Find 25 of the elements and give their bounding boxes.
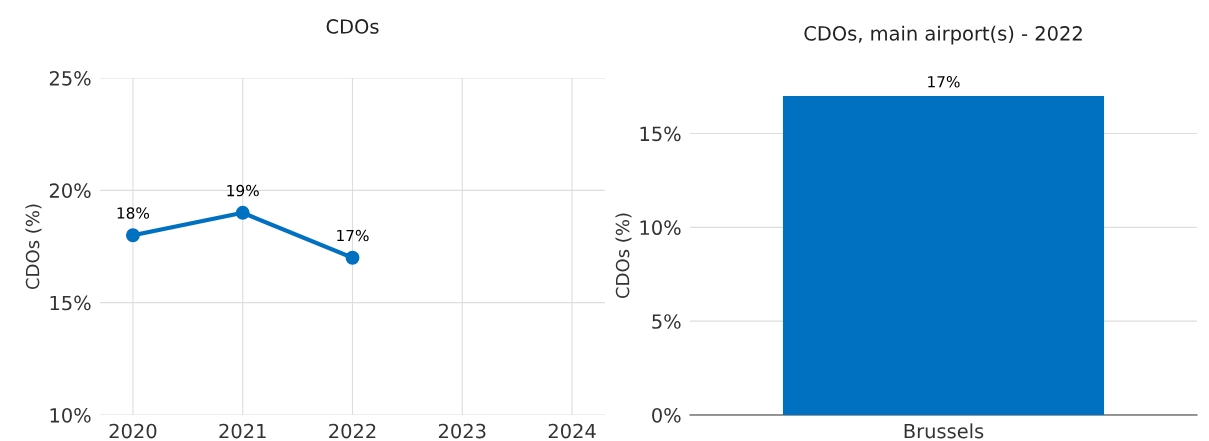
x-tick-label: 2020: [109, 423, 157, 439]
chart-title: CDOs, main airport(s) - 2022: [804, 25, 1082, 45]
data-label: 18%: [117, 207, 150, 219]
data-label: 17%: [337, 229, 369, 242]
y-tick-label: 10%: [640, 220, 681, 236]
point: [345, 250, 360, 265]
y-axis-title: CDOs (%): [615, 213, 632, 299]
y-tick-label: 15%: [640, 126, 681, 142]
x-tick-label: Brussels: [904, 423, 984, 439]
y-axis-title: CDOs (%): [25, 204, 42, 290]
data-label: 17%: [928, 75, 960, 88]
y-tick-label: 10%: [50, 407, 91, 423]
chart-title: CDOs: [326, 19, 379, 34]
point: [125, 228, 140, 243]
y-tick-label: 0%: [652, 407, 681, 423]
y-tick-label: 5%: [652, 314, 681, 329]
x-tick-label: 2024: [548, 423, 596, 439]
y-tick-label: 20%: [49, 183, 91, 198]
y-tick-label: 25%: [49, 70, 91, 86]
x-tick-label: 2021: [219, 423, 266, 439]
data-label: 19%: [227, 184, 259, 197]
y-tick-label: 15%: [50, 295, 91, 311]
x-tick-label: 2022: [329, 423, 376, 439]
x-tick-label: 2023: [438, 423, 486, 439]
point: [235, 205, 250, 220]
